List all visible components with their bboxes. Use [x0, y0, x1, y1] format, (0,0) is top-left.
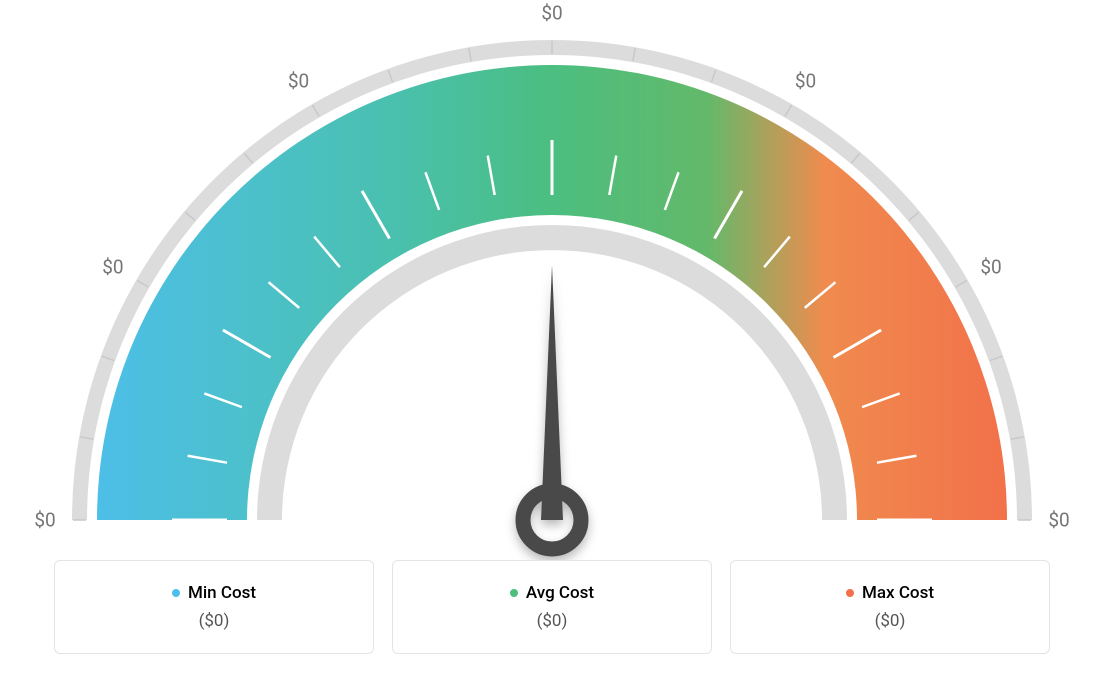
legend-row: Min Cost ($0) Avg Cost ($0) Max Cost ($0… — [0, 560, 1104, 654]
gauge-tick-label: $0 — [102, 255, 123, 278]
gauge-tick-label: $0 — [541, 2, 562, 25]
avg-dot-icon — [510, 589, 518, 597]
legend-value-max: ($0) — [875, 611, 906, 631]
legend-value-avg: ($0) — [537, 611, 568, 631]
gauge-tick-label: $0 — [795, 69, 816, 92]
legend-label-avg-text: Avg Cost — [526, 583, 594, 603]
legend-label-min-text: Min Cost — [188, 583, 256, 603]
legend-label-max: Max Cost — [846, 583, 934, 603]
gauge-svg — [0, 0, 1104, 560]
min-dot-icon — [172, 589, 180, 597]
gauge-chart: $0 $0 $0 $0 $0 $0 $0 — [0, 0, 1104, 560]
legend-card-avg: Avg Cost ($0) — [392, 560, 712, 654]
legend-label-max-text: Max Cost — [862, 583, 934, 603]
legend-card-min: Min Cost ($0) — [54, 560, 374, 654]
gauge-tick-label: $0 — [288, 69, 309, 92]
legend-card-max: Max Cost ($0) — [730, 560, 1050, 654]
gauge-tick-label: $0 — [34, 509, 55, 532]
gauge-tick-label: $0 — [980, 255, 1001, 278]
legend-label-avg: Avg Cost — [510, 583, 594, 603]
legend-value-min: ($0) — [199, 611, 230, 631]
gauge-cost-widget: $0 $0 $0 $0 $0 $0 $0 Min Cost ($0) Avg Cost ($… — [0, 0, 1104, 690]
max-dot-icon — [846, 589, 854, 597]
legend-label-min: Min Cost — [172, 583, 256, 603]
gauge-tick-label: $0 — [1048, 509, 1069, 532]
